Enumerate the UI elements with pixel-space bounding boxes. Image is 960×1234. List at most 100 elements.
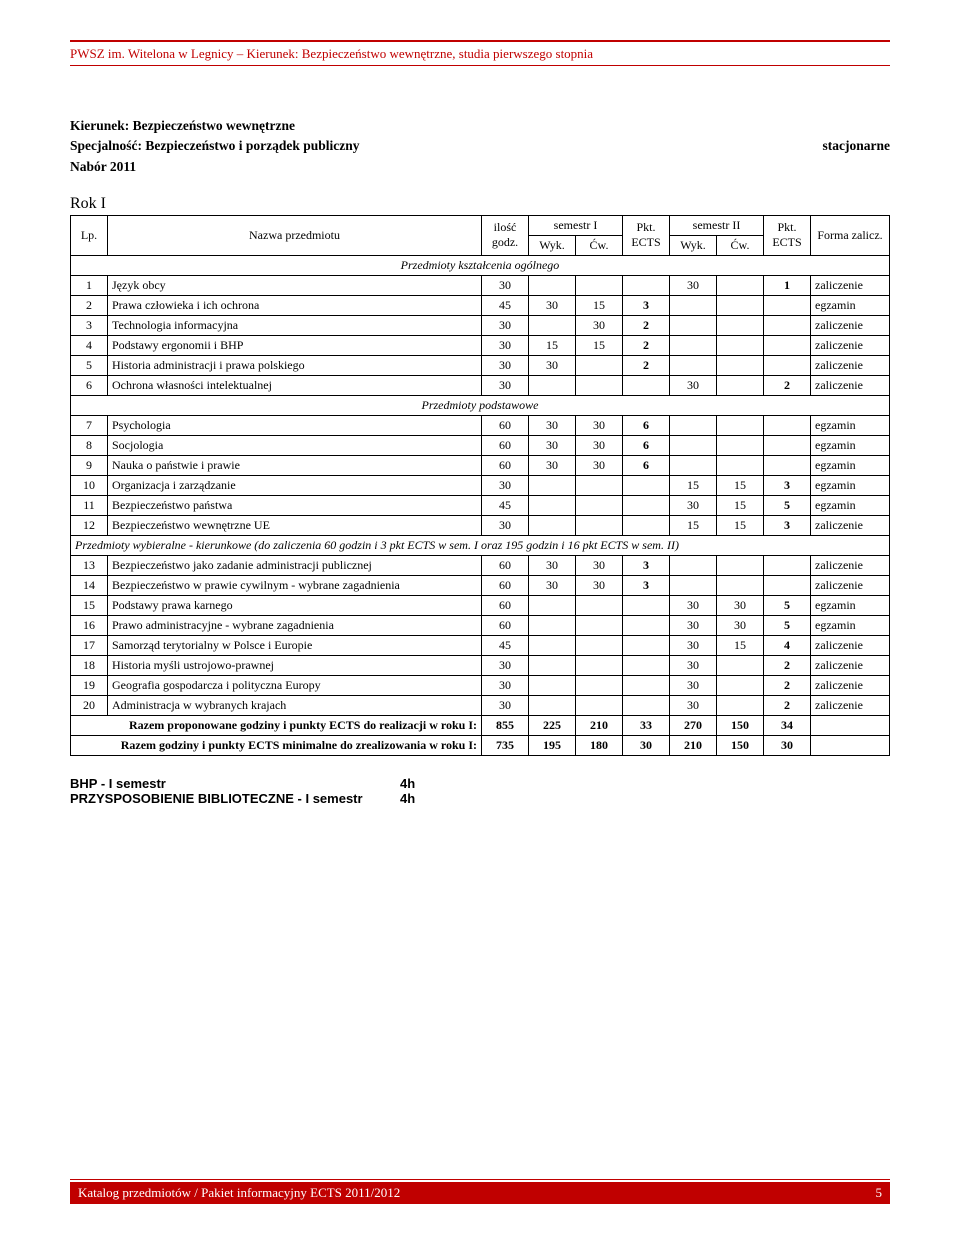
cell: 270: [670, 715, 717, 735]
table-row: 6Ochrona własności intelektualnej30302za…: [71, 375, 890, 395]
cell: 30: [576, 555, 623, 575]
table-row: 18Historia myśli ustrojowo-prawnej30302z…: [71, 655, 890, 675]
cell: 3: [764, 515, 811, 535]
cell: 2: [764, 675, 811, 695]
section-title: Przedmioty podstawowe: [71, 395, 890, 415]
cell: [623, 275, 670, 295]
cell: [576, 695, 623, 715]
cell: 1: [764, 275, 811, 295]
cell: [717, 555, 764, 575]
th-lp: Lp.: [71, 215, 108, 255]
cell: 45: [482, 635, 529, 655]
cell: 60: [482, 435, 529, 455]
cell: 30: [482, 475, 529, 495]
cell: 1: [71, 275, 108, 295]
cell: 6: [623, 455, 670, 475]
table-row: 12Bezpieczeństwo wewnętrzne UE3015153zal…: [71, 515, 890, 535]
cell: [623, 495, 670, 515]
cell: [764, 455, 811, 475]
cell: [764, 295, 811, 315]
cell: 45: [482, 495, 529, 515]
cell: 30: [529, 435, 576, 455]
cell: 5: [71, 355, 108, 375]
cell: [529, 655, 576, 675]
cell: Bezpieczeństwo w prawie cywilnym - wybra…: [108, 575, 482, 595]
cell: [717, 275, 764, 295]
cell: 6: [623, 435, 670, 455]
th-cw1: Ćw.: [576, 235, 623, 255]
sum-label: Razem proponowane godziny i punkty ECTS …: [71, 715, 482, 735]
cell: 30: [764, 735, 811, 755]
cell: [623, 675, 670, 695]
cell: [717, 315, 764, 335]
cell: [623, 655, 670, 675]
cell: 30: [670, 595, 717, 615]
cell: 30: [623, 735, 670, 755]
footnote-value: 4h: [400, 791, 415, 806]
table-row: 5Historia administracji i prawa polskieg…: [71, 355, 890, 375]
cell: 15: [717, 475, 764, 495]
cell: [529, 635, 576, 655]
curriculum-table: Lp. Nazwa przedmiotu ilość godz. semestr…: [70, 215, 890, 756]
cell: 5: [764, 595, 811, 615]
cell: egzamin: [811, 295, 890, 315]
cell: Podstawy ergonomii i BHP: [108, 335, 482, 355]
cell: 855: [482, 715, 529, 735]
cell: [717, 575, 764, 595]
table-row: 1Język obcy30301zaliczenie: [71, 275, 890, 295]
cell: 30: [482, 275, 529, 295]
cell: 30: [670, 695, 717, 715]
cell: 150: [717, 735, 764, 755]
cell: [764, 335, 811, 355]
cell: [576, 595, 623, 615]
cell: Technologia informacyjna: [108, 315, 482, 335]
cell: 30: [529, 575, 576, 595]
cell: [670, 415, 717, 435]
cell: 30: [670, 675, 717, 695]
cell: 60: [482, 455, 529, 475]
cell: 30: [576, 455, 623, 475]
cell: 3: [623, 575, 670, 595]
th-sem1: semestr I: [529, 215, 623, 235]
cell: Ochrona własności intelektualnej: [108, 375, 482, 395]
cell: 2: [623, 355, 670, 375]
cell: 13: [71, 555, 108, 575]
cell: zaliczenie: [811, 335, 890, 355]
cell: 3: [764, 475, 811, 495]
cell: [623, 635, 670, 655]
cell: [529, 695, 576, 715]
cell: 2: [623, 335, 670, 355]
cell: 17: [71, 635, 108, 655]
th-forma: Forma zalicz.: [811, 215, 890, 255]
cell: 30: [717, 615, 764, 635]
cell: 30: [482, 375, 529, 395]
cell: 8: [71, 435, 108, 455]
cell: [623, 615, 670, 635]
table-row: 2Prawa człowieka i ich ochrona4530153egz…: [71, 295, 890, 315]
kierunek-label: Kierunek:: [70, 118, 129, 133]
cell: egzamin: [811, 595, 890, 615]
header-rule: [70, 65, 890, 66]
cell: Nauka o państwie i prawie: [108, 455, 482, 475]
cell: 20: [71, 695, 108, 715]
cell: Psychologia: [108, 415, 482, 435]
cell: Bezpieczeństwo państwa: [108, 495, 482, 515]
cell: 60: [482, 555, 529, 575]
footnote-label: PRZYSPOSOBIENIE BIBLIOTECZNE - I semestr: [70, 791, 400, 806]
nabor: Nabór 2011: [70, 157, 890, 177]
cell: 2: [764, 375, 811, 395]
cell: [529, 375, 576, 395]
cell: Historia administracji i prawa polskiego: [108, 355, 482, 375]
th-wyk1: Wyk.: [529, 235, 576, 255]
table-row: 14Bezpieczeństwo w prawie cywilnym - wyb…: [71, 575, 890, 595]
cell: 195: [529, 735, 576, 755]
cell: 4: [71, 335, 108, 355]
cell: 6: [71, 375, 108, 395]
cell: [623, 515, 670, 535]
cell: egzamin: [811, 435, 890, 455]
cell: Samorząd terytorialny w Polsce i Europie: [108, 635, 482, 655]
cell: [670, 295, 717, 315]
cell: [529, 615, 576, 635]
cell: [623, 475, 670, 495]
cell: 30: [482, 695, 529, 715]
